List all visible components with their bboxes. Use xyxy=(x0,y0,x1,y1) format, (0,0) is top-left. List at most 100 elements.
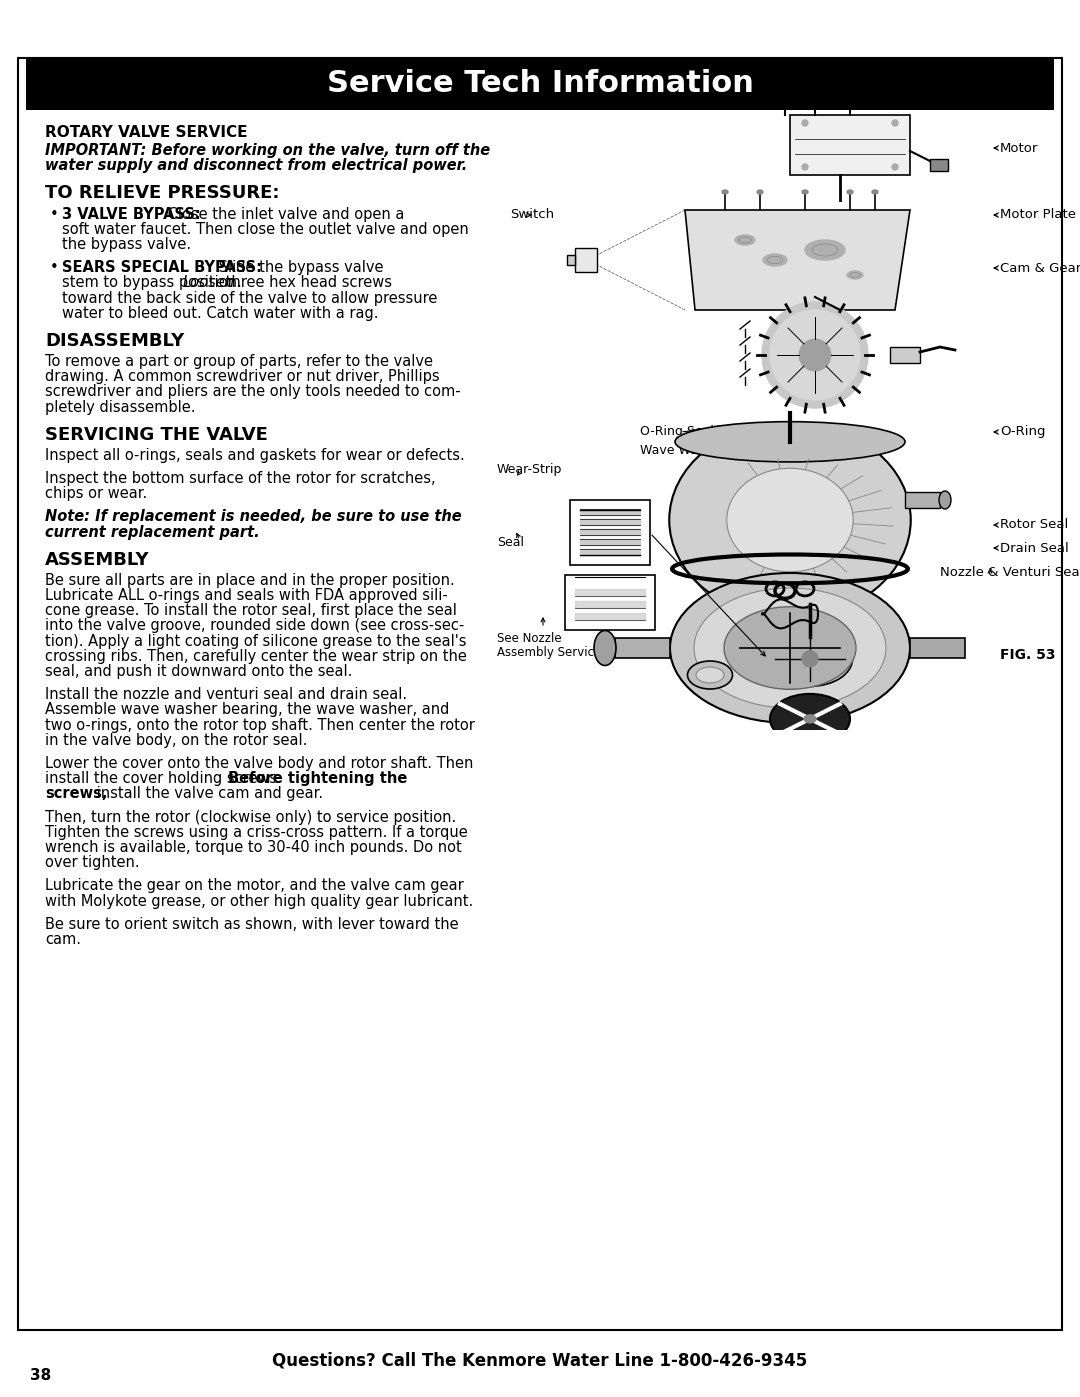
Text: To remove a part or group of parts, refer to the valve: To remove a part or group of parts, refe… xyxy=(45,353,433,369)
Text: Note: If replacement is needed, be sure to use the: Note: If replacement is needed, be sure … xyxy=(45,510,461,524)
Text: Inspect all o-rings, seals and gaskets for wear or defects.: Inspect all o-rings, seals and gaskets f… xyxy=(45,448,464,462)
Text: Assemble wave washer bearing, the wave washer, and: Assemble wave washer bearing, the wave w… xyxy=(45,703,449,718)
Ellipse shape xyxy=(847,190,853,194)
Text: O-Ring: O-Ring xyxy=(1000,426,1045,439)
Text: Motor: Motor xyxy=(1000,141,1038,155)
Text: current replacement part.: current replacement part. xyxy=(45,525,259,539)
Text: •: • xyxy=(50,207,58,222)
Text: Lubricate the gear on the motor, and the valve cam gear: Lubricate the gear on the motor, and the… xyxy=(45,879,463,894)
Text: pletely disassemble.: pletely disassemble. xyxy=(45,400,195,415)
Bar xyxy=(570,500,650,564)
Text: in the valve body, on the rotor seal.: in the valve body, on the rotor seal. xyxy=(45,733,308,747)
Bar xyxy=(615,638,670,658)
Text: Wear-Strip: Wear-Strip xyxy=(497,464,563,476)
Bar xyxy=(905,492,940,509)
Text: •: • xyxy=(50,260,58,275)
Text: chips or wear.: chips or wear. xyxy=(45,486,147,502)
Ellipse shape xyxy=(802,190,808,194)
Text: oo: oo xyxy=(800,56,815,68)
Text: Install the nozzle and venturi seal and drain seal.: Install the nozzle and venturi seal and … xyxy=(45,687,407,703)
Bar xyxy=(930,159,948,170)
Text: Nozzle & Venturi Seal: Nozzle & Venturi Seal xyxy=(940,566,1080,578)
Text: Before tightening the: Before tightening the xyxy=(228,771,407,787)
Ellipse shape xyxy=(811,91,819,95)
Ellipse shape xyxy=(727,468,853,571)
Bar xyxy=(575,249,597,272)
Text: DISASSEMBLY: DISASSEMBLY xyxy=(45,332,185,351)
Circle shape xyxy=(770,310,860,400)
Text: Be sure all parts are in place and in the proper position.: Be sure all parts are in place and in th… xyxy=(45,573,455,588)
Ellipse shape xyxy=(735,235,755,244)
Text: Slide the bypass valve: Slide the bypass valve xyxy=(214,260,383,275)
Text: FIG. 53: FIG. 53 xyxy=(1000,648,1055,662)
Text: seal, and push it downward onto the seal.: seal, and push it downward onto the seal… xyxy=(45,664,352,679)
Text: IMPORTANT: Before working on the valve, turn off the: IMPORTANT: Before working on the valve, … xyxy=(45,144,490,158)
Ellipse shape xyxy=(694,588,886,708)
Ellipse shape xyxy=(757,190,762,194)
Text: cone grease. To install the rotor seal, first place the seal: cone grease. To install the rotor seal, … xyxy=(45,604,457,619)
Ellipse shape xyxy=(781,91,789,95)
Text: 38: 38 xyxy=(30,1368,51,1383)
Bar xyxy=(789,115,910,175)
Text: water to bleed out. Catch water with a rag.: water to bleed out. Catch water with a r… xyxy=(62,306,378,321)
Ellipse shape xyxy=(762,254,787,265)
Text: two o-rings, onto the rotor top shaft. Then center the rotor: two o-rings, onto the rotor top shaft. T… xyxy=(45,718,475,732)
Ellipse shape xyxy=(670,422,910,617)
Text: install the valve cam and gear.: install the valve cam and gear. xyxy=(92,787,323,802)
Ellipse shape xyxy=(939,490,951,509)
Text: Close the inlet valve and open a: Close the inlet valve and open a xyxy=(163,207,404,222)
Text: three hex head screws: three hex head screws xyxy=(221,275,392,291)
Text: ASSEMBLY: ASSEMBLY xyxy=(45,550,150,569)
Text: Lubricate ALL o-rings and seals with FDA approved sili-: Lubricate ALL o-rings and seals with FDA… xyxy=(45,588,448,604)
Ellipse shape xyxy=(723,190,728,194)
Text: drawing. A common screwdriver or nut driver, Phillips: drawing. A common screwdriver or nut dri… xyxy=(45,369,440,384)
Text: Lower the cover onto the valve body and rotor shaft. Then: Lower the cover onto the valve body and … xyxy=(45,756,473,771)
Text: water supply and disconnect from electrical power.: water supply and disconnect from electri… xyxy=(45,158,468,173)
Text: install the cover holding screws.: install the cover holding screws. xyxy=(45,771,286,787)
Bar xyxy=(26,59,1054,110)
Ellipse shape xyxy=(724,606,856,689)
Polygon shape xyxy=(685,210,910,310)
Text: SEARS SPECIAL BYPASS:: SEARS SPECIAL BYPASS: xyxy=(62,260,262,275)
Text: screws,: screws, xyxy=(45,787,108,802)
Circle shape xyxy=(802,163,808,170)
Ellipse shape xyxy=(670,573,910,724)
Text: crossing ribs. Then, carefully center the wear strip on the: crossing ribs. Then, carefully center th… xyxy=(45,648,467,664)
Text: Inspect the bottom surface of the rotor for scratches,: Inspect the bottom surface of the rotor … xyxy=(45,471,435,486)
Ellipse shape xyxy=(594,630,616,665)
Text: SERVICING THE VALVE: SERVICING THE VALVE xyxy=(45,426,268,444)
Text: wrench is available, torque to 30-40 inch pounds. Do not: wrench is available, torque to 30-40 inc… xyxy=(45,840,462,855)
Ellipse shape xyxy=(804,715,816,722)
Text: Drain Seal: Drain Seal xyxy=(1000,542,1069,555)
Text: into the valve groove, rounded side down (see cross-sec-: into the valve groove, rounded side down… xyxy=(45,619,464,633)
Text: soft water faucet. Then close the outlet valve and open: soft water faucet. Then close the outlet… xyxy=(62,222,469,237)
Text: See Nozzle: See Nozzle xyxy=(497,631,562,645)
Circle shape xyxy=(892,120,897,126)
Text: over tighten.: over tighten. xyxy=(45,855,139,870)
Text: Cam & Gear: Cam & Gear xyxy=(1000,261,1080,274)
Text: Loosen: Loosen xyxy=(183,275,235,291)
Text: Wave Washer: Wave Washer xyxy=(640,443,725,457)
Circle shape xyxy=(892,163,897,170)
Bar xyxy=(890,346,920,363)
Text: stem to bypass position.: stem to bypass position. xyxy=(62,275,246,291)
Bar xyxy=(910,638,966,658)
Text: Motor Plate: Motor Plate xyxy=(1000,208,1076,222)
Text: Service Tech Information: Service Tech Information xyxy=(326,70,754,99)
Text: the bypass valve.: the bypass valve. xyxy=(62,237,191,251)
Ellipse shape xyxy=(768,661,812,689)
Text: TO RELIEVE PRESSURE:: TO RELIEVE PRESSURE: xyxy=(45,183,280,201)
Text: tion). Apply a light coating of silicone grease to the seal's: tion). Apply a light coating of silicone… xyxy=(45,634,467,648)
Ellipse shape xyxy=(846,91,854,95)
Circle shape xyxy=(799,339,831,370)
Text: Switch: Switch xyxy=(510,208,554,222)
Bar xyxy=(567,256,575,265)
Ellipse shape xyxy=(805,240,845,260)
Circle shape xyxy=(802,120,808,126)
Text: Seal: Seal xyxy=(497,535,524,549)
Text: 3 VALVE BYPASS:: 3 VALVE BYPASS: xyxy=(62,207,201,222)
Text: cam.: cam. xyxy=(45,932,81,947)
Ellipse shape xyxy=(696,666,724,683)
Ellipse shape xyxy=(808,752,823,761)
Ellipse shape xyxy=(688,661,732,689)
